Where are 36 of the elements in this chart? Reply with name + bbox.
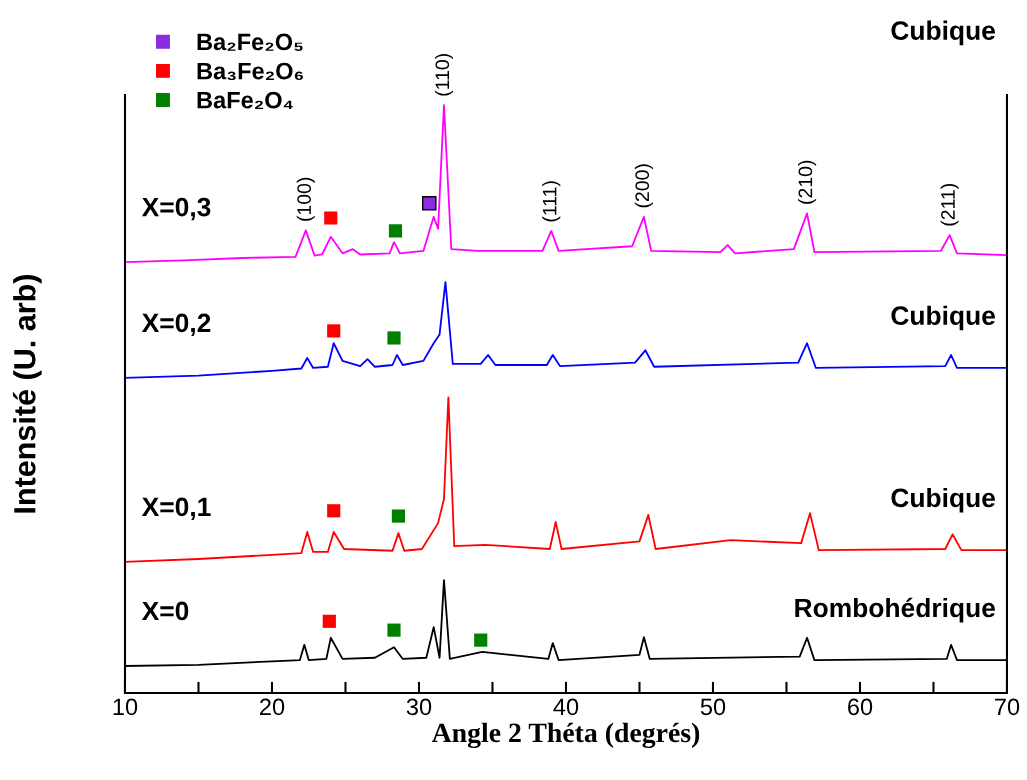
point: [324, 211, 338, 225]
x-tick-label: 30: [406, 698, 432, 716]
point: [387, 623, 401, 637]
point: [474, 633, 488, 647]
annotation: Rombohédrique: [795, 597, 995, 623]
annotation: (200): [634, 164, 653, 208]
annotation: (110): [434, 54, 454, 96]
annotation: (210): [797, 160, 817, 204]
x-tick-label: 10: [113, 698, 138, 716]
x-axis-title: Angle 2 Théta (degrés): [431, 722, 700, 749]
series-label: X=0,1: [141, 497, 211, 521]
text: Cubique: [891, 20, 995, 46]
point: [391, 509, 405, 523]
series-label: X=0,2: [141, 313, 211, 337]
legend-label: Ba₂Fe₂O₅: [197, 33, 303, 51]
series-label: X=0,3: [141, 197, 211, 221]
x-tick-label: 20: [260, 698, 285, 716]
point: [388, 224, 403, 238]
annotation: (111): [542, 181, 561, 222]
annotation: Cubique: [891, 305, 995, 331]
point: [327, 504, 341, 518]
legend-label: BaFe₂O₄: [197, 91, 293, 109]
point: [322, 614, 336, 628]
series-label: X=0: [141, 601, 189, 621]
legend-label: Ba₃Fe₂O₆: [197, 62, 303, 81]
point: [327, 324, 341, 338]
x-tick-label: 70: [995, 698, 1020, 716]
x-tick-label: 50: [700, 698, 726, 716]
point: [421, 196, 437, 211]
x-tick-label: 60: [848, 698, 873, 716]
annotation: (100): [296, 177, 315, 221]
annotation: (211): [940, 183, 959, 226]
annotation: Cubique: [891, 487, 995, 513]
point: [387, 331, 401, 345]
x-tick-label: 40: [553, 698, 579, 716]
y-axis-title: Intensité (U. arb): [12, 275, 42, 513]
